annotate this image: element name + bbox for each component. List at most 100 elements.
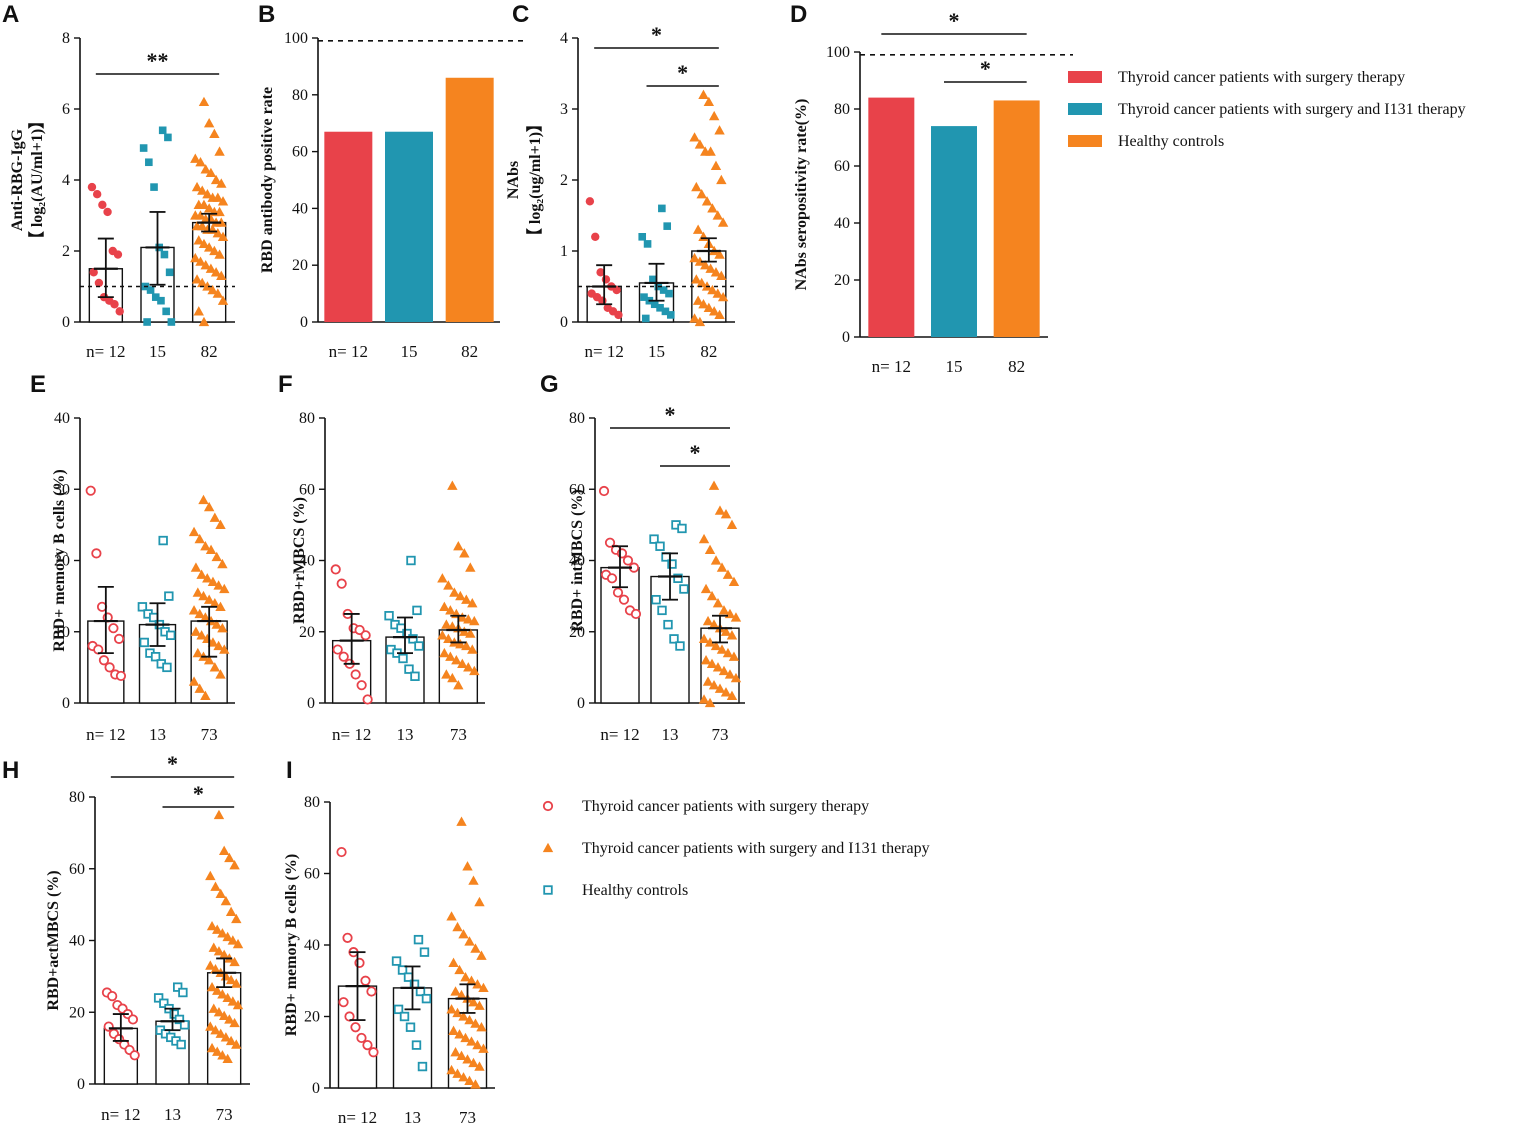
data-point: [714, 125, 725, 135]
data-point: [368, 1047, 379, 1058]
data-point: [356, 1032, 367, 1044]
data-point: [217, 989, 228, 999]
data-point: [384, 611, 394, 621]
data-point: [718, 665, 730, 676]
y-tick-label: 80: [292, 87, 308, 104]
data-point: [451, 655, 462, 665]
data-point: [217, 231, 229, 241]
y-axis-label: NAbs seropositivity rate(%): [793, 99, 810, 291]
panel-label: H: [2, 757, 19, 784]
panel-label: A: [2, 1, 19, 28]
data-point: [206, 981, 218, 992]
data-point: [728, 651, 740, 661]
data-point: [661, 307, 670, 316]
data-point: [213, 580, 224, 590]
data-point: [212, 924, 223, 934]
data-point: [689, 132, 700, 142]
data-point: [231, 913, 242, 924]
data-point: [213, 809, 225, 820]
data-point: [217, 928, 228, 938]
data-point: [115, 307, 124, 316]
data-point: [692, 224, 704, 234]
panel-g: G 0 20 40 60 80 RBD+ intMBCS (%) n= 12 13 73 * *: [540, 371, 745, 744]
data-point: [411, 1040, 422, 1050]
category-label: n= 12: [872, 357, 911, 376]
data-point: [447, 621, 458, 631]
data-point: [203, 203, 215, 213]
data-point: [205, 960, 216, 970]
data-point: [91, 548, 102, 559]
y-axis-label-line2: 【 log₂(AU/ml+1)】: [28, 113, 46, 247]
data-point: [103, 207, 112, 217]
data-point: [458, 1011, 469, 1021]
y-tick-label: 0: [77, 1076, 85, 1093]
data-point: [698, 694, 710, 704]
data-point: [459, 548, 470, 558]
data-point: [336, 578, 347, 589]
data-point: [474, 1000, 485, 1010]
data-point: [231, 1039, 242, 1049]
data-point: [694, 139, 706, 149]
data-point: [469, 615, 480, 626]
data-point: [618, 594, 630, 605]
y-tick-label: 80: [834, 101, 850, 118]
data-point: [439, 601, 450, 611]
data-point: [456, 816, 467, 826]
data-point: [707, 203, 718, 213]
data-point: [217, 1050, 228, 1060]
data-point: [718, 605, 730, 615]
data-point: [461, 640, 472, 651]
data-point: [198, 494, 209, 505]
y-tick-label: 10: [54, 624, 70, 641]
data-point: [604, 537, 616, 548]
data-point: [207, 576, 219, 587]
data-point: [446, 911, 457, 921]
data-point: [216, 217, 227, 227]
data-point: [146, 286, 155, 294]
data-point: [710, 640, 722, 651]
data-point: [213, 640, 224, 651]
y-tick-label: 80: [299, 410, 315, 427]
data-point: [405, 1022, 416, 1032]
legend-label: Thyroid cancer patients with surgery and…: [1118, 101, 1466, 118]
data-point: [354, 957, 365, 968]
data-point: [213, 1007, 225, 1017]
data-point: [476, 950, 487, 960]
y-tick-label: 20: [569, 624, 585, 641]
data-point: [714, 309, 725, 320]
legend-marker: [542, 800, 554, 812]
data-point: [104, 662, 115, 673]
data-point: [206, 920, 218, 931]
data-point: [406, 555, 416, 566]
data-point: [190, 153, 201, 163]
data-point: [110, 300, 119, 309]
data-point: [218, 845, 230, 855]
data-point: [113, 633, 125, 644]
data-point: [220, 895, 232, 906]
data-point: [677, 523, 687, 534]
data-point: [202, 189, 213, 199]
data-point: [659, 286, 668, 294]
category-label: 73: [712, 725, 729, 744]
data-point: [476, 1022, 487, 1032]
panel-e: E 0 10 20 30 40 RBD+ memory B cells (%) n= 12 13…: [30, 371, 235, 744]
data-point: [457, 658, 468, 668]
significance-label: *: [193, 781, 204, 806]
data-point: [217, 295, 229, 305]
data-point: [730, 672, 742, 683]
category-label: n= 12: [86, 725, 125, 744]
data-point: [702, 676, 714, 686]
data-point: [196, 630, 207, 640]
data-point: [398, 653, 408, 664]
data-point: [630, 608, 642, 620]
data-point: [658, 204, 666, 213]
y-tick-label: 8: [62, 30, 70, 47]
data-point: [190, 252, 201, 263]
data-point: [404, 664, 414, 674]
data-point: [137, 602, 148, 612]
data-point: [458, 1072, 469, 1082]
y-axis-label: RBD+rMBCS (%): [291, 497, 308, 624]
legend-swatch: [1068, 71, 1102, 83]
data-point: [397, 965, 408, 975]
data-point: [159, 998, 169, 1008]
